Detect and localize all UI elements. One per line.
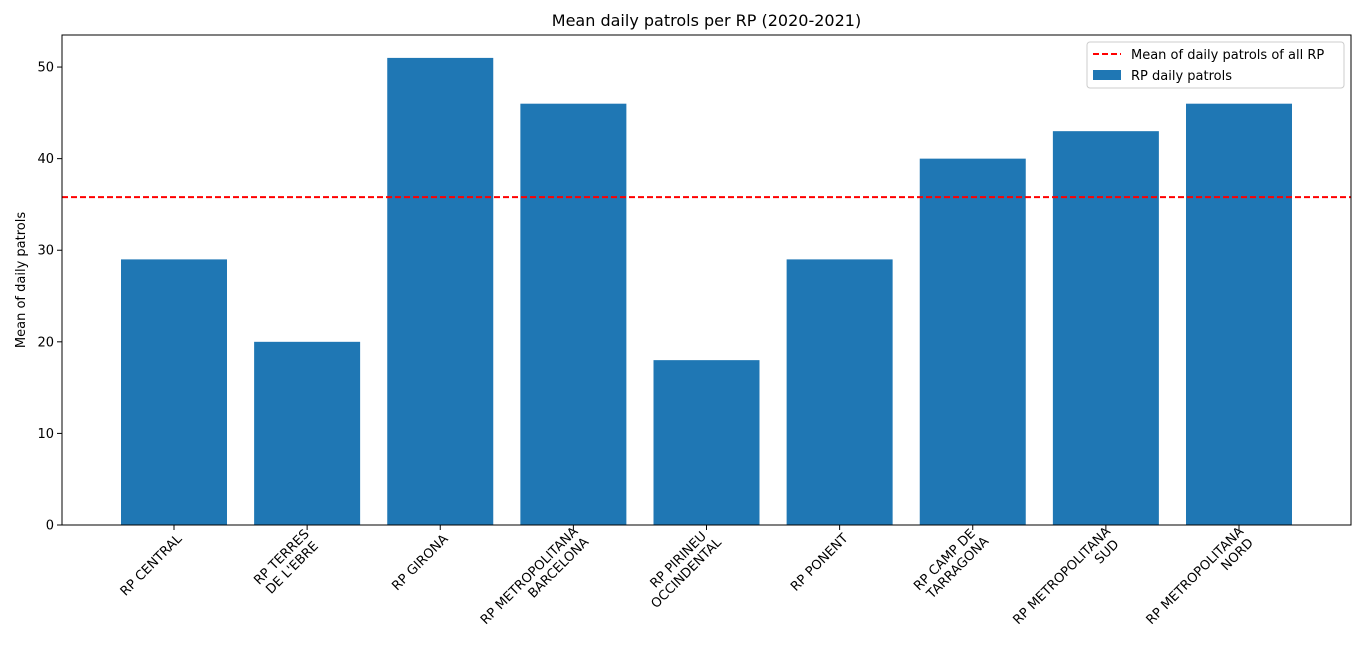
x-tick-label-2: RP GIRONA	[389, 532, 451, 594]
x-tick-label-line: RP PONENT	[788, 531, 851, 594]
bar-2	[387, 57, 494, 526]
x-tick-label-line: RP GIRONA	[389, 532, 451, 594]
x-tick-label-5: RP PONENT	[788, 531, 851, 594]
bar-4	[653, 360, 760, 525]
x-tick-label-line: RP METROPOLITANA	[478, 524, 581, 627]
y-axis-label: Mean of daily patrols	[14, 212, 29, 348]
y-tick-label: 10	[37, 427, 54, 442]
plot-frame	[61, 34, 1352, 526]
x-tick-label-line: RP METROPOLITANA	[1144, 524, 1247, 627]
y-ticks-layer: 0 10 20 30 40 50	[37, 61, 62, 534]
bars-layer	[121, 57, 1292, 526]
bar-7	[1052, 131, 1159, 526]
bar-1	[254, 341, 361, 525]
y-tick-label: 50	[37, 61, 54, 76]
legend-reference-line-label: Mean of daily patrols of all RP	[1131, 48, 1324, 63]
bar-5	[786, 259, 893, 525]
bar-3	[520, 103, 627, 525]
y-tick-label: 40	[37, 152, 54, 167]
y-tick-label: 30	[37, 244, 54, 259]
legend-bar-label: RP daily patrols	[1131, 69, 1232, 84]
chart-title: Mean daily patrols per RP (2020-2021)	[552, 11, 861, 30]
legend: Mean of daily patrols of all RP RP daily…	[1086, 41, 1345, 89]
legend-box	[1086, 41, 1345, 89]
y-tick-label: 0	[46, 519, 54, 534]
bar-0	[121, 259, 227, 525]
x-tick-label-line: RP CENTRAL	[118, 531, 186, 599]
x-tick-label-0: RP CENTRAL	[118, 531, 186, 599]
legend-bar-swatch	[1093, 70, 1121, 80]
bar-8	[1186, 103, 1292, 525]
x-tick-label-line: RP METROPOLITANA	[1010, 524, 1113, 627]
y-tick-label: 20	[37, 335, 54, 350]
bar-6	[919, 158, 1026, 525]
